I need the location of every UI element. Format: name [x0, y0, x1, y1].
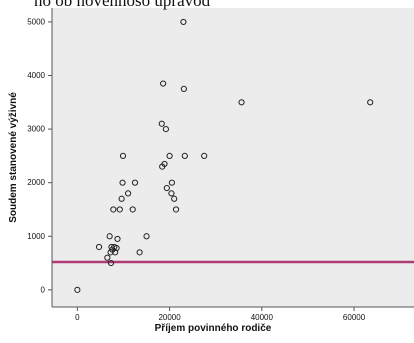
data-point — [181, 152, 188, 159]
data-point — [238, 99, 245, 106]
data-point — [131, 179, 139, 186]
data-point — [166, 152, 173, 159]
data-point — [129, 206, 136, 213]
data-point — [119, 152, 127, 159]
data-point — [201, 152, 208, 159]
x-axis-label: Příjem povinného rodiče — [155, 323, 272, 334]
data-point — [106, 233, 113, 240]
data-point — [160, 80, 167, 87]
data-point — [124, 190, 132, 197]
data-point — [95, 243, 103, 251]
x-tick-label: 0 — [75, 313, 80, 322]
data-point — [74, 286, 81, 293]
y-axis-label: Soudem stanovené výživné — [8, 92, 19, 223]
y-tick-label: 5000 — [27, 17, 45, 26]
cropped-heading-text: no ob novennoso upravod — [34, 0, 211, 10]
data-point — [162, 126, 170, 133]
data-point — [367, 99, 374, 106]
y-tick-label: 2000 — [27, 178, 45, 187]
data-point — [114, 235, 121, 243]
data-point — [180, 18, 187, 26]
data-point — [107, 259, 115, 267]
y-tick-label: 4000 — [27, 71, 45, 80]
data-point — [112, 249, 119, 256]
data-point — [168, 190, 175, 197]
data-point — [168, 179, 175, 186]
x-tick-label: 60000 — [343, 313, 366, 322]
data-point — [172, 206, 180, 213]
plot-area — [52, 8, 414, 307]
data-point — [136, 249, 143, 256]
data-point — [104, 254, 111, 261]
y-tick-label: 1000 — [27, 232, 45, 241]
data-point — [116, 206, 123, 213]
x-tick-label: 20000 — [158, 313, 181, 322]
y-tick-label: 3000 — [27, 125, 45, 134]
data-point — [161, 160, 168, 168]
data-point — [110, 206, 117, 213]
data-point — [171, 195, 178, 202]
data-point — [163, 184, 170, 192]
data-point — [143, 233, 150, 240]
data-point — [118, 195, 125, 202]
data-point — [180, 85, 187, 93]
data-point — [119, 179, 126, 186]
x-tick-label: 40000 — [251, 313, 274, 322]
data-point — [113, 244, 120, 252]
data-point — [158, 120, 165, 127]
y-tick-label: 0 — [41, 285, 46, 294]
